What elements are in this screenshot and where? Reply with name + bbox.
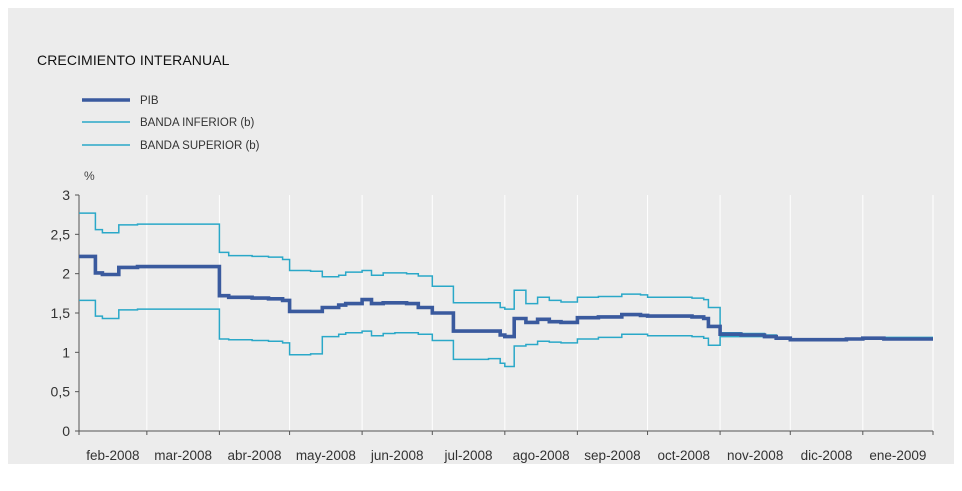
y-tick-label: 1 xyxy=(62,344,70,360)
chart-title: CRECIMIENTO INTERANUAL xyxy=(37,52,230,68)
y-axis-unit-label: % xyxy=(84,169,95,183)
legend-label: BANDA SUPERIOR (b) xyxy=(140,140,260,152)
x-tick-label: jul-2008 xyxy=(444,448,493,463)
x-tick-label: abr-2008 xyxy=(227,448,281,463)
x-tick-label: ago-2008 xyxy=(513,448,570,463)
y-tick-label: 3 xyxy=(62,187,70,203)
x-tick-label: sep-2008 xyxy=(584,448,640,463)
y-tick-label: 2,5 xyxy=(51,226,71,242)
x-tick-label: feb-2008 xyxy=(86,448,139,463)
legend-label: PIB xyxy=(140,95,159,107)
series-line-banda-superior xyxy=(79,212,933,340)
series-line-banda-inferior xyxy=(79,299,933,368)
x-tick-label: dic-2008 xyxy=(801,448,853,463)
y-tick-label: 0 xyxy=(62,423,70,439)
series-line-pib xyxy=(79,254,933,342)
y-tick-label: 0,5 xyxy=(51,384,71,400)
x-tick-label: nov-2008 xyxy=(727,448,783,463)
x-tick-label: oct-2008 xyxy=(658,448,711,463)
x-tick-label: may-2008 xyxy=(296,448,356,463)
chart-panel xyxy=(8,8,954,464)
x-tick-label: ene-2009 xyxy=(869,448,926,463)
x-tick-label: jun-2008 xyxy=(370,448,424,463)
x-tick-label: mar-2008 xyxy=(154,448,212,463)
y-tick-label: 2 xyxy=(62,266,70,282)
y-tick-label: 1,5 xyxy=(51,305,71,321)
legend-label: BANDA INFERIOR (b) xyxy=(140,117,255,129)
